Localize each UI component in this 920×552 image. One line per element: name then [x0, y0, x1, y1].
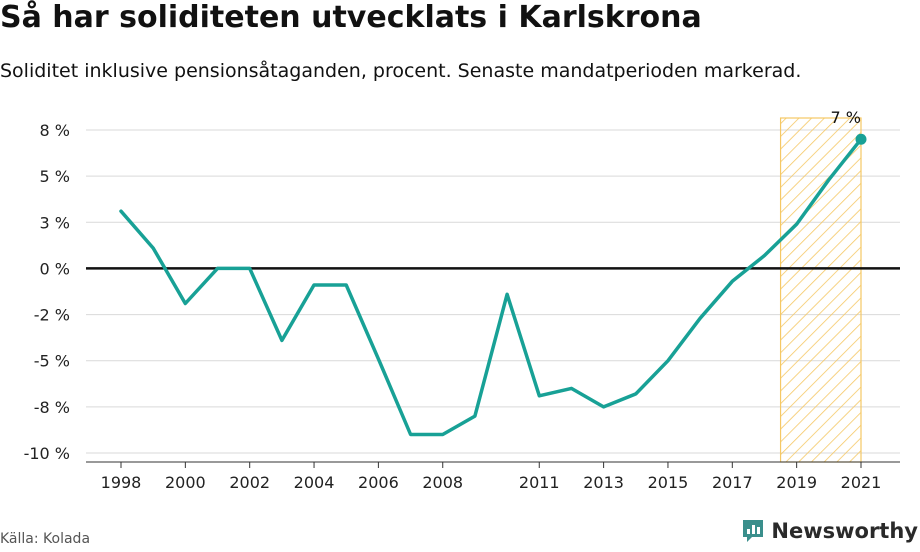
bubble-bar-1	[747, 529, 751, 534]
end-value-label: 7 %	[831, 108, 861, 127]
highlight-box	[779, 117, 862, 463]
brand-logo: Newsworthy	[741, 518, 918, 544]
x-tick-label: 2002	[229, 473, 270, 492]
gridlines	[86, 129, 900, 454]
chart-bubble-icon	[743, 520, 764, 542]
y-tick-label: -10 %	[24, 444, 70, 463]
page-title: Så har soliditeten utvecklats i Karlskro…	[0, 0, 702, 35]
bubble-bar-3	[757, 527, 761, 534]
end-point-marker	[855, 133, 867, 145]
mandate-period-highlight	[779, 117, 862, 463]
x-tick-label: 2011	[519, 473, 560, 492]
bubble-bar-2	[752, 525, 756, 534]
x-tick-label: 2021	[841, 473, 882, 492]
y-tick-label: -8 %	[34, 398, 70, 417]
y-tick-label: 5 %	[40, 167, 70, 186]
x-tick-label: 1998	[101, 473, 142, 492]
x-tick-label: 2019	[776, 473, 817, 492]
y-tick-label: -2 %	[34, 306, 70, 325]
x-tick-label: 2017	[712, 473, 753, 492]
y-tick-label: 0 %	[40, 259, 70, 278]
source-note: Källa: Kolada	[0, 531, 91, 547]
x-tick-label: 2004	[294, 473, 335, 492]
axes	[86, 267, 900, 468]
x-tick-label: 2006	[358, 473, 399, 492]
y-tick-label: -5 %	[34, 352, 70, 371]
x-tick-label: 2015	[648, 473, 689, 492]
labels: 8 % 5 % 3 % 0 % -2 % -5 % -8 % -10 % 1998 2000 200…	[24, 108, 882, 492]
brand-name: Newsworthy	[771, 519, 918, 543]
x-tick-label: 2000	[165, 473, 206, 492]
series-line	[119, 137, 863, 437]
x-tick-label: 2008	[422, 473, 463, 492]
x-tick-label: 2013	[583, 473, 624, 492]
series-layer	[119, 133, 867, 437]
y-tick-label: 8 %	[40, 121, 70, 140]
chart-subtitle: Soliditet inklusive pensionsåtaganden, p…	[0, 60, 802, 82]
y-tick-label: 3 %	[40, 213, 70, 232]
